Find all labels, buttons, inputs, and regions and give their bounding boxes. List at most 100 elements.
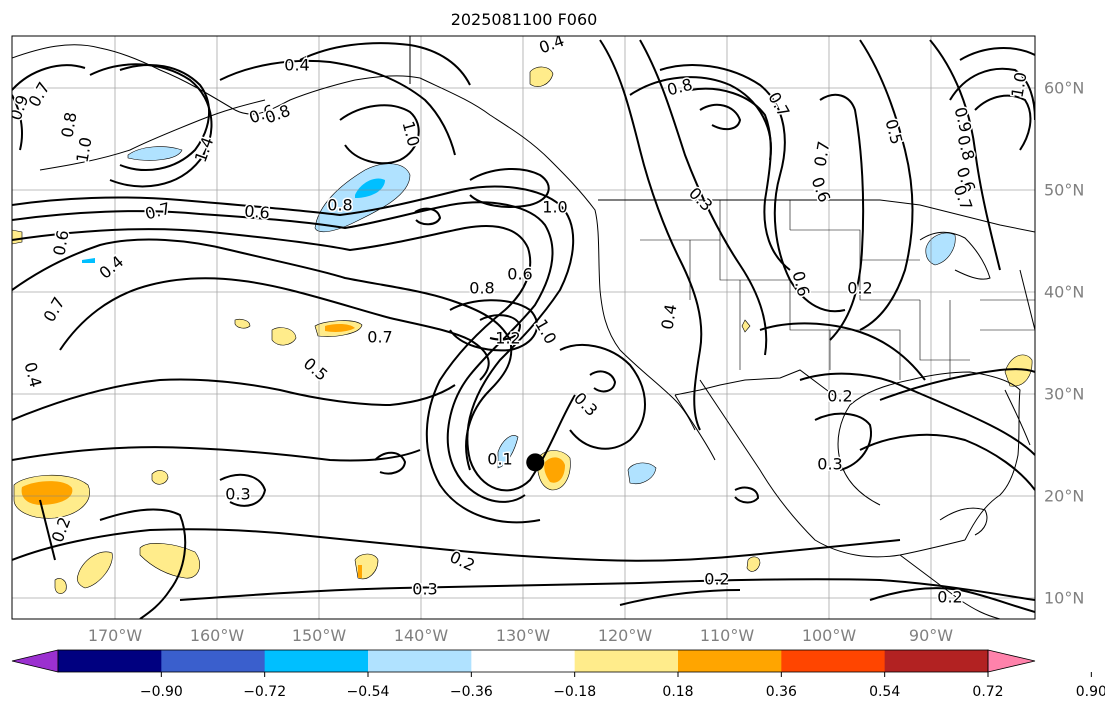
colorbar bbox=[11, 649, 1092, 677]
contour-6 bbox=[12, 378, 456, 421]
contour-26 bbox=[859, 39, 914, 331]
contour-label: 0.8 bbox=[469, 279, 494, 298]
contour-11 bbox=[219, 59, 456, 156]
longitude-label: 170°W bbox=[87, 626, 143, 645]
colorbar-tick-label: 0.72 bbox=[972, 684, 1004, 700]
longitude-label: 110°W bbox=[699, 626, 755, 645]
longitude-label: 90°W bbox=[908, 626, 954, 645]
contour-20 bbox=[639, 39, 768, 356]
map-title: 2025081100 F060 bbox=[450, 10, 598, 29]
colorbar-tick-label: 0.54 bbox=[869, 684, 901, 700]
shade-blue-small2 bbox=[627, 462, 657, 485]
contour-24 bbox=[699, 103, 742, 131]
longitude-label: 120°W bbox=[597, 626, 653, 645]
contour-15 bbox=[339, 104, 420, 165]
contour-23 bbox=[629, 76, 772, 161]
baja bbox=[674, 394, 716, 461]
contour-7 bbox=[12, 446, 421, 462]
contour-lines bbox=[12, 39, 1035, 619]
colorbar-segment bbox=[471, 650, 576, 672]
contour-label: 0.8 bbox=[953, 133, 978, 163]
contour-3 bbox=[12, 225, 541, 524]
shade-yellow-s1 bbox=[76, 551, 113, 589]
contour-label: 0.7 bbox=[810, 140, 833, 168]
colorbar-segment bbox=[678, 650, 782, 672]
colorbar-tick-label: −0.72 bbox=[243, 684, 287, 700]
contour-39 bbox=[374, 451, 407, 475]
contour-label: 0.3 bbox=[412, 580, 437, 599]
contour-42 bbox=[619, 589, 741, 606]
contour-label: 0.6 bbox=[507, 265, 532, 284]
colorbar-segment bbox=[574, 650, 679, 672]
colorbar-extend-min bbox=[11, 649, 59, 673]
contour-label: 0.3 bbox=[570, 389, 601, 420]
contour-32 bbox=[589, 370, 617, 393]
shade-blue-alaska bbox=[127, 146, 183, 161]
contour-label: 0.2 bbox=[937, 588, 962, 607]
contour-label: 0.4 bbox=[96, 252, 128, 283]
contour-45 bbox=[12, 94, 23, 151]
colorbar-segment bbox=[161, 650, 266, 672]
contour-label: 0.9 bbox=[950, 105, 975, 135]
colorbar-extend-max bbox=[987, 649, 1036, 673]
contour-41 bbox=[734, 486, 760, 504]
shade-blue-lakes bbox=[925, 232, 956, 266]
contour-1 bbox=[12, 185, 576, 492]
shade-cyan-northpac bbox=[355, 178, 385, 198]
contour-label: 0.2 bbox=[847, 279, 872, 298]
contour-label: 0.4 bbox=[284, 56, 309, 75]
contour-label: 1.2 bbox=[495, 329, 520, 348]
contour-label: 0.7 bbox=[367, 328, 392, 347]
contour-8 bbox=[12, 528, 901, 562]
contour-label: 0.4 bbox=[20, 360, 45, 390]
latitude-label: 20°N bbox=[1044, 486, 1085, 506]
colorbar-tick-label: 0.36 bbox=[765, 684, 797, 700]
contour-40 bbox=[414, 207, 442, 226]
contour-label: 0.5 bbox=[300, 354, 332, 385]
shade-orange-marker bbox=[544, 457, 565, 483]
colorbar-segment bbox=[264, 650, 369, 672]
contour-label: 0.4 bbox=[536, 31, 566, 58]
contour-label: 0.2 bbox=[704, 570, 729, 589]
contour-label: 0.3 bbox=[225, 485, 250, 504]
great-lakes bbox=[919, 231, 991, 280]
longitude-label: 100°W bbox=[801, 626, 857, 645]
contour-label: 0.6 bbox=[244, 201, 271, 222]
contour-14 bbox=[12, 64, 86, 91]
latitude-label: 30°N bbox=[1044, 384, 1085, 404]
shade-blue-w4 bbox=[82, 258, 95, 263]
contour-21 bbox=[659, 64, 846, 313]
contour-label: 1.0 bbox=[1007, 71, 1030, 99]
contour-label: 0.6 bbox=[49, 229, 72, 257]
shade-yellow-c2 bbox=[271, 327, 297, 346]
florida bbox=[1004, 389, 1031, 446]
contour-34 bbox=[799, 372, 1035, 456]
shade-orange-s3 bbox=[358, 565, 362, 578]
contour-35 bbox=[814, 412, 872, 471]
mexico-west bbox=[699, 379, 966, 558]
contour-43 bbox=[869, 587, 1035, 613]
contour-44 bbox=[39, 499, 56, 561]
contour-17 bbox=[449, 299, 539, 352]
contour-30 bbox=[974, 94, 1032, 151]
contour-label: 1.0 bbox=[542, 198, 567, 217]
contour-27 bbox=[929, 39, 1001, 271]
contour-label: 1.4 bbox=[191, 134, 218, 164]
longitude-label: 130°W bbox=[495, 626, 551, 645]
contour-label: 0.8 bbox=[57, 111, 80, 139]
contour-31 bbox=[559, 344, 646, 450]
colorbar-segment bbox=[58, 650, 162, 672]
contour-label: 0.2 bbox=[48, 514, 75, 544]
colorbar-segment bbox=[368, 650, 472, 672]
aleutians bbox=[39, 99, 266, 171]
latitude-label: 40°N bbox=[1044, 282, 1085, 302]
latitude-label: 10°N bbox=[1044, 588, 1085, 608]
contour-2 bbox=[12, 201, 554, 503]
gulf-coast bbox=[837, 371, 1021, 541]
colorbar-tick-label: 0.90 bbox=[1075, 684, 1105, 700]
contour-label: 0.2 bbox=[827, 387, 852, 406]
colorbar-tick-label: 0.18 bbox=[662, 684, 694, 700]
shade-yellow-w3 bbox=[54, 578, 67, 594]
central-america bbox=[899, 554, 1001, 619]
contour-16 bbox=[469, 168, 550, 208]
